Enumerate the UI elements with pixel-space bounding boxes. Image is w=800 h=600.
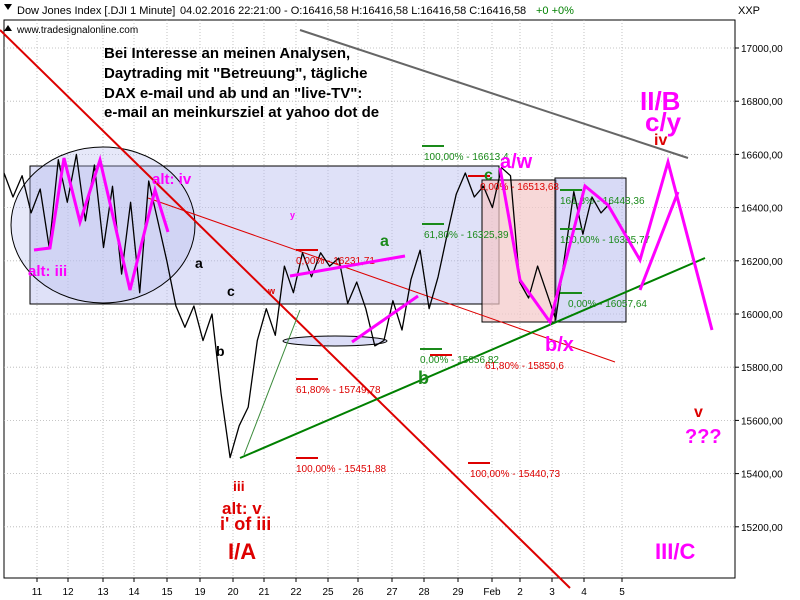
- wave-path-right: [498, 156, 714, 331]
- trendline-green: [239, 257, 706, 459]
- trendline-gray: [299, 29, 689, 159]
- y-tick-label: 16600,00: [741, 150, 783, 161]
- x-tick-label: 15: [161, 587, 173, 598]
- trendline-green-thin: [243, 309, 301, 456]
- x-tick-label: 22: [290, 587, 302, 598]
- fib-level-label: 0,00% - 16231,71: [296, 256, 375, 267]
- fib-level-label: 100,00% - 16305,77: [560, 235, 651, 246]
- x-tick-label: 26: [352, 587, 364, 598]
- site-arrow-icon: [4, 25, 12, 31]
- wave-label: c/y: [645, 107, 682, 137]
- wave-path-right-inner: [638, 191, 680, 291]
- x-tick-label: 11: [32, 587, 43, 598]
- wave-path-b: [351, 294, 419, 344]
- trendline-red-thin: [147, 197, 616, 363]
- wave-label: b/x: [545, 334, 574, 356]
- website-label: www.tradesignalonline.com: [16, 25, 138, 36]
- wave-layer: alt: iv alt: iii a b c w y a b c a/w b/x II/Bc/yiv v?…: [28, 86, 722, 564]
- promo-line-3: DAX e-mail und ab und an "live-TV":: [104, 85, 362, 102]
- trendline-red: [0, 29, 571, 589]
- chart-change: +0 +0%: [536, 5, 574, 17]
- wave-label: iv: [654, 132, 667, 149]
- box-layer: [10, 146, 627, 347]
- y-tick-label: 15600,00: [741, 416, 783, 427]
- chart-symbol: Dow Jones Index [.DJI 1 Minute]: [17, 5, 175, 17]
- wave-label: III/C: [655, 539, 695, 564]
- x-tick-label: 5: [619, 587, 625, 598]
- x-tick-label: 12: [62, 587, 74, 598]
- wave-label: w: [267, 286, 276, 296]
- x-tick-label: 29: [452, 587, 464, 598]
- y-tick-label: 15400,00: [741, 470, 783, 481]
- y-tick-label: 16400,00: [741, 204, 783, 215]
- grid-layer: [3, 19, 736, 579]
- line-layer: [0, 29, 706, 589]
- x-tick-label: 19: [194, 587, 206, 598]
- chart-ohlc: 04.02.2016 22:21:00 - O:16416,58 H:16416…: [180, 5, 526, 17]
- wave-label: y: [290, 210, 295, 220]
- axis-symbol: XXP: [738, 5, 760, 17]
- fib-level-label: 100,00% - 16613,4: [424, 152, 509, 163]
- x-tick-label: 14: [128, 587, 140, 598]
- wave-path-left: [33, 154, 170, 291]
- wave-path-a: [289, 254, 406, 278]
- x-tick-label: 4: [581, 587, 587, 598]
- range-box-pink: [481, 179, 557, 323]
- promo-line-4: e-mail an meinkursziel at yahoo dot de: [104, 104, 379, 121]
- fib-level-label: 0,00% - 16057,64: [568, 299, 647, 310]
- wave-label: alt: v: [222, 499, 262, 518]
- y-tick-label: 17000,00: [741, 44, 783, 55]
- x-tick-label: 21: [258, 587, 270, 598]
- flat-marker-ellipse: [282, 335, 388, 347]
- promo-line-1: Bei Interesse an meinen Analysen,: [104, 45, 350, 62]
- fib-level-label: 100,00% - 15440,73: [470, 469, 561, 480]
- fib-level-label: 0,00% - 15856,82: [420, 355, 499, 366]
- x-tick-label: 27: [386, 587, 398, 598]
- wave-label: v: [694, 404, 703, 421]
- x-tick-label: 2: [517, 587, 523, 598]
- x-tick-label: 25: [322, 587, 334, 598]
- y-tick-label: 15200,00: [741, 523, 783, 534]
- wave-label: iii: [233, 478, 245, 494]
- wave-label: ???: [685, 426, 722, 448]
- axis-layer: 15200,00 15400,00 15600,00 15800,00 16000,00…: [32, 44, 783, 598]
- fib-level-label: 61,80% - 15749,78: [296, 385, 381, 396]
- y-tick-label: 15800,00: [741, 363, 783, 374]
- wave-label: a: [380, 233, 389, 250]
- x-tick-label: Feb: [483, 587, 501, 598]
- fib-level-label: 61,80% - 15850,6: [485, 361, 564, 372]
- wave-label: II/B: [640, 86, 680, 116]
- circle-marker-ellipse: [10, 146, 196, 304]
- plot-frame: [3, 19, 736, 579]
- fib-layer: 100,00% - 16613,4 0,00% - 16513,68 61,80% …: [296, 145, 651, 480]
- x-tick-label: 3: [549, 587, 555, 598]
- fib-level-label: 61,80% - 16325,39: [424, 230, 509, 241]
- wave-label: alt: iii: [28, 263, 67, 280]
- wave-label: I/A: [228, 539, 256, 564]
- wave-label: c: [484, 167, 493, 184]
- y-tick-label: 16000,00: [741, 310, 783, 321]
- price-series-line: [3, 153, 611, 459]
- wave-label: alt: iv: [152, 171, 192, 188]
- fib-level-label: 0,00% - 16513,68: [480, 182, 559, 193]
- menu-arrow-icon[interactable]: [4, 4, 12, 10]
- x-tick-label: 13: [97, 587, 109, 598]
- y-tick-label: 16800,00: [741, 97, 783, 108]
- x-tick-label: 20: [227, 587, 239, 598]
- x-tick-label: 28: [418, 587, 430, 598]
- price-layer: [3, 153, 611, 459]
- y-tick-label: 16200,00: [741, 257, 783, 268]
- wave-label: a/w: [500, 151, 533, 173]
- wave-label: c: [227, 283, 235, 299]
- fib-level-label: 100,00% - 15451,88: [296, 464, 387, 475]
- promo-line-2: Daytrading mit "Betreuung", tägliche: [104, 65, 367, 82]
- wave-label: b: [418, 368, 429, 388]
- wave-label: i' of iii: [220, 514, 271, 534]
- wave-label: b: [216, 343, 225, 359]
- wave-label: a: [195, 255, 203, 271]
